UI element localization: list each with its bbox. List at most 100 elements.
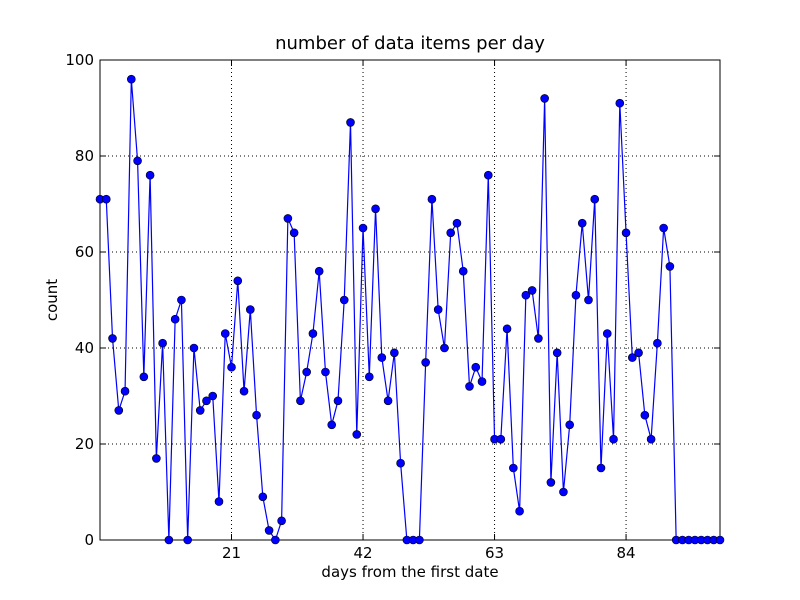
data-point xyxy=(421,358,430,367)
data-point xyxy=(208,391,218,401)
y-axis-label: count xyxy=(43,279,61,321)
data-point xyxy=(665,262,675,271)
data-point xyxy=(540,94,549,103)
y-tick-label: 60 xyxy=(75,243,94,261)
data-point xyxy=(552,348,562,358)
data-point xyxy=(227,362,236,372)
data-point xyxy=(465,382,474,391)
data-series xyxy=(95,74,725,545)
data-point xyxy=(509,463,518,473)
data-point xyxy=(246,305,255,314)
data-point xyxy=(177,295,186,305)
data-point xyxy=(602,329,612,338)
y-tick-label: 80 xyxy=(75,147,94,165)
data-point xyxy=(364,372,374,382)
data-point xyxy=(170,314,180,324)
data-point xyxy=(383,396,393,406)
data-point xyxy=(164,535,174,545)
data-point xyxy=(264,526,274,535)
data-point xyxy=(590,194,600,204)
data-point xyxy=(559,487,568,497)
data-point xyxy=(152,454,161,463)
data-point xyxy=(653,338,662,348)
data-point xyxy=(195,406,205,415)
data-point xyxy=(114,406,124,415)
y-tick-label: 0 xyxy=(84,531,94,549)
data-point xyxy=(277,516,286,526)
series-line xyxy=(100,79,720,542)
data-point xyxy=(271,535,280,545)
plot-frame xyxy=(99,59,721,541)
x-tick-label: 21 xyxy=(222,544,241,562)
data-point xyxy=(715,535,725,545)
data-point xyxy=(546,478,556,487)
data-point xyxy=(483,170,493,180)
data-point xyxy=(145,170,155,180)
data-point xyxy=(233,276,243,286)
data-point xyxy=(189,343,199,353)
data-point xyxy=(321,367,330,377)
data-point xyxy=(477,377,487,386)
y-tick-label: 20 xyxy=(75,435,94,453)
data-point xyxy=(283,214,293,223)
y-tick-label: 40 xyxy=(75,339,94,357)
data-point xyxy=(577,218,587,228)
data-point xyxy=(358,223,368,233)
data-point xyxy=(515,506,524,516)
data-point xyxy=(314,266,324,276)
data-point xyxy=(390,348,399,358)
data-point xyxy=(371,204,380,214)
data-point xyxy=(346,118,355,127)
data-point xyxy=(615,98,625,108)
x-axis-label: days from the first date xyxy=(321,563,498,581)
data-point xyxy=(308,329,318,338)
data-point xyxy=(239,386,249,396)
data-point xyxy=(396,458,405,468)
data-point xyxy=(427,194,437,204)
data-point xyxy=(101,194,111,204)
data-point xyxy=(458,266,468,276)
data-point xyxy=(452,218,462,228)
data-point xyxy=(133,156,142,166)
grid xyxy=(100,60,720,540)
data-point xyxy=(571,290,581,300)
data-point xyxy=(565,420,574,430)
data-point xyxy=(158,338,167,348)
data-point xyxy=(609,434,618,444)
data-point xyxy=(333,396,343,406)
data-point xyxy=(534,334,543,343)
data-point xyxy=(659,223,668,233)
data-point xyxy=(327,420,337,430)
data-point xyxy=(440,343,449,353)
data-point xyxy=(202,396,211,406)
data-point xyxy=(289,228,299,238)
data-point xyxy=(120,386,130,396)
data-point xyxy=(471,362,481,372)
data-point xyxy=(527,286,537,295)
data-point xyxy=(521,290,531,300)
data-point xyxy=(296,396,305,406)
data-point xyxy=(502,324,512,334)
data-point xyxy=(433,305,443,314)
data-point xyxy=(640,410,650,420)
x-tick-label: 84 xyxy=(617,544,636,562)
chart-title: number of data items per day xyxy=(275,33,545,54)
data-point xyxy=(108,334,117,343)
data-point xyxy=(646,434,656,444)
data-point xyxy=(634,348,643,358)
data-point xyxy=(214,497,224,506)
data-point xyxy=(496,434,506,444)
data-point xyxy=(621,228,631,238)
axis-ticks: 21 42 63 84 0 20 40 60 80 100 xyxy=(65,51,720,562)
data-point xyxy=(415,535,424,545)
data-point xyxy=(352,430,362,439)
y-tick-label: 100 xyxy=(65,51,94,69)
data-point xyxy=(139,372,149,382)
data-point xyxy=(628,353,637,362)
data-point xyxy=(252,410,261,420)
data-point xyxy=(220,329,230,338)
data-point xyxy=(302,367,311,377)
x-tick-label: 42 xyxy=(353,544,372,562)
data-point xyxy=(127,74,136,84)
